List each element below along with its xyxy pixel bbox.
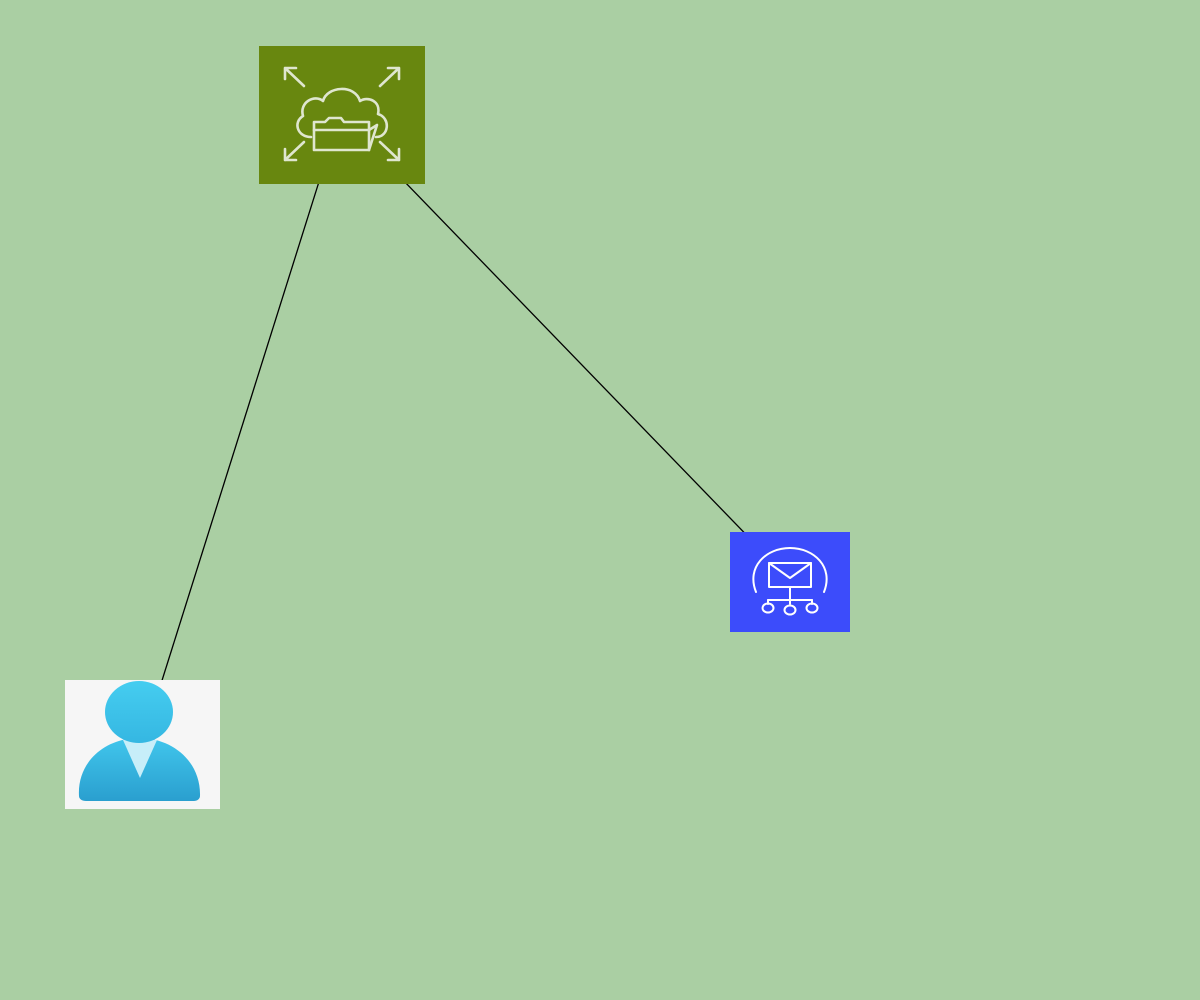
messaging-hub-icon <box>730 532 850 632</box>
cloud-node[interactable] <box>259 46 425 184</box>
messaging-node[interactable] <box>730 532 850 632</box>
edge-cloud-to-messaging <box>339 114 793 583</box>
cloud-expand-icon <box>259 46 425 184</box>
user-icon <box>65 680 220 809</box>
edge-user-to-cloud <box>141 114 342 745</box>
user-node[interactable] <box>65 680 220 809</box>
